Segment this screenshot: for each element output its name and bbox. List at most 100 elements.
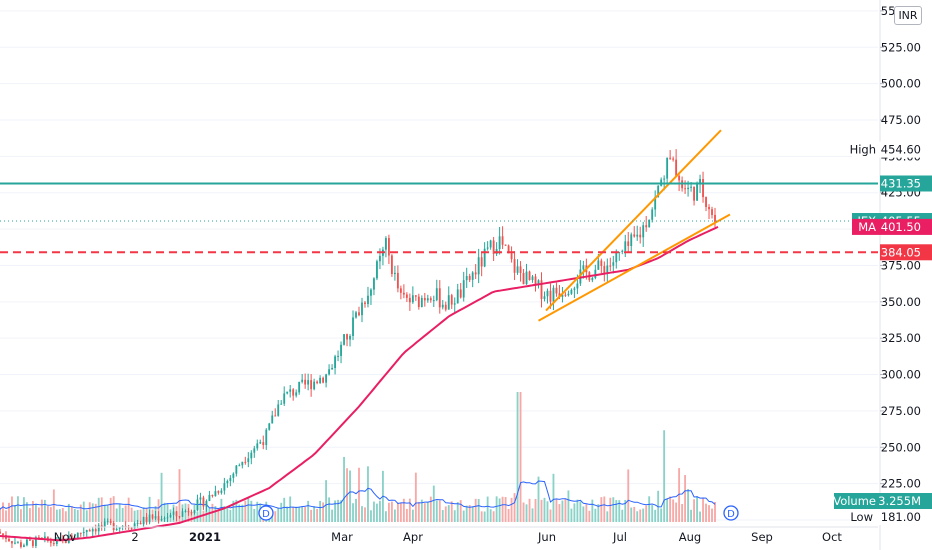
- high-tag-value-box: [880, 141, 932, 158]
- candle-body: [280, 403, 283, 405]
- high-tag-name: High: [850, 143, 876, 157]
- candle-body: [355, 312, 357, 318]
- time-tick-label: Oct: [822, 530, 842, 544]
- volume-bar: [220, 498, 223, 522]
- volume-bar: [621, 509, 624, 522]
- candle-body: [343, 334, 345, 345]
- candle-body: [337, 355, 339, 357]
- candle-body: [549, 290, 552, 302]
- price-tick-label: 250.00: [881, 440, 921, 454]
- time-axis[interactable]: Nov 2 2021 Mar Apr Jun Jul Aug Sep Oct: [0, 526, 878, 544]
- candle-body: [474, 272, 477, 275]
- candle-body: [250, 452, 253, 459]
- candle-body: [220, 490, 223, 493]
- volume-bar: [558, 504, 561, 522]
- dividend-marker[interactable]: D: [723, 505, 739, 521]
- volume-bar: [603, 496, 606, 522]
- candle-body: [501, 236, 504, 245]
- trendlines[interactable]: [538, 129, 731, 322]
- candle-body: [534, 276, 537, 284]
- volume-bar: [423, 503, 426, 522]
- low-tag: Low 181.00: [850, 509, 932, 525]
- candle-body: [166, 517, 169, 519]
- volume-bar: [364, 507, 366, 522]
- volume-bar: [94, 503, 97, 522]
- candle-body: [319, 377, 322, 384]
- dividend-marker-circle[interactable]: [258, 505, 274, 521]
- volume-bar: [708, 505, 710, 522]
- volume-bar: [426, 501, 429, 522]
- volume-bar: [651, 505, 654, 522]
- volume-bar: [681, 503, 684, 522]
- volume-bar: [61, 508, 64, 522]
- volume-bar: [396, 502, 399, 522]
- volume-bar: [253, 508, 256, 522]
- price-levels[interactable]: [0, 182, 878, 254]
- candle-body: [262, 442, 265, 446]
- volume-bar: [337, 499, 339, 522]
- candle-body: [358, 312, 360, 316]
- candle-body: [328, 369, 331, 375]
- volume-bar: [510, 497, 513, 522]
- candle-body: [393, 272, 396, 275]
- candle-body: [163, 518, 166, 520]
- candle-body: [349, 335, 351, 340]
- volume-bar: [379, 500, 381, 522]
- volume-bar: [130, 507, 133, 522]
- time-tick-label: 2: [131, 530, 138, 544]
- candle-body: [82, 532, 85, 534]
- candle-body: [570, 289, 573, 294]
- volume-bar: [370, 510, 372, 522]
- candle-body: [618, 251, 621, 253]
- lower-channel-trendline[interactable]: [538, 213, 731, 322]
- candle-body: [43, 536, 46, 539]
- volume-bar: [480, 511, 483, 522]
- volume-bar: [591, 499, 594, 522]
- candle-body: [486, 247, 489, 249]
- high-tag: High 454.60: [850, 141, 932, 158]
- volume-bar: [576, 499, 579, 522]
- candle-body: [367, 295, 369, 305]
- dividend-marker-circle[interactable]: [723, 505, 739, 521]
- volume-bar: [663, 430, 666, 522]
- candle-body: [702, 179, 704, 198]
- candle-body: [94, 529, 97, 532]
- candle-body: [603, 266, 606, 274]
- time-tick-label: Sep: [751, 530, 773, 544]
- volume-bar: [79, 504, 82, 522]
- volume-bar: [70, 506, 73, 522]
- volume-bar: [555, 498, 558, 522]
- candle-body: [139, 522, 142, 525]
- volume-bar: [672, 499, 675, 522]
- currency-button[interactable]: INR: [894, 6, 922, 25]
- candle-body: [435, 288, 438, 301]
- volume-bar: [675, 502, 678, 522]
- volume-bar: [109, 497, 112, 522]
- price-axis[interactable]: 200.00225.00250.00275.00300.00325.00350.…: [879, 0, 921, 550]
- upper-channel-trendline[interactable]: [545, 129, 722, 312]
- volume-bar: [106, 505, 109, 522]
- candle-body: [298, 381, 301, 393]
- volume-bar: [429, 496, 432, 522]
- price-tick-label: 525.00: [881, 40, 921, 54]
- volume-bar: [289, 496, 292, 522]
- candle-body: [639, 234, 642, 238]
- dividend-marker[interactable]: D: [258, 505, 274, 521]
- candle-body: [31, 540, 34, 546]
- volume-bar: [606, 511, 609, 522]
- candle-body: [672, 158, 675, 160]
- candle-body: [352, 317, 354, 336]
- volume-bar: [669, 496, 672, 522]
- volume-bar: [402, 498, 405, 522]
- candle-body: [229, 477, 232, 482]
- volume-bar: [100, 497, 103, 522]
- volume-bar: [384, 511, 387, 522]
- volume-bar: [387, 502, 390, 522]
- support-tag-value-box: [880, 244, 932, 261]
- volume-bar: [331, 509, 334, 522]
- price-tick-label: 300.00: [881, 368, 921, 382]
- volume-bar: [241, 504, 244, 522]
- volume-bar: [513, 493, 516, 522]
